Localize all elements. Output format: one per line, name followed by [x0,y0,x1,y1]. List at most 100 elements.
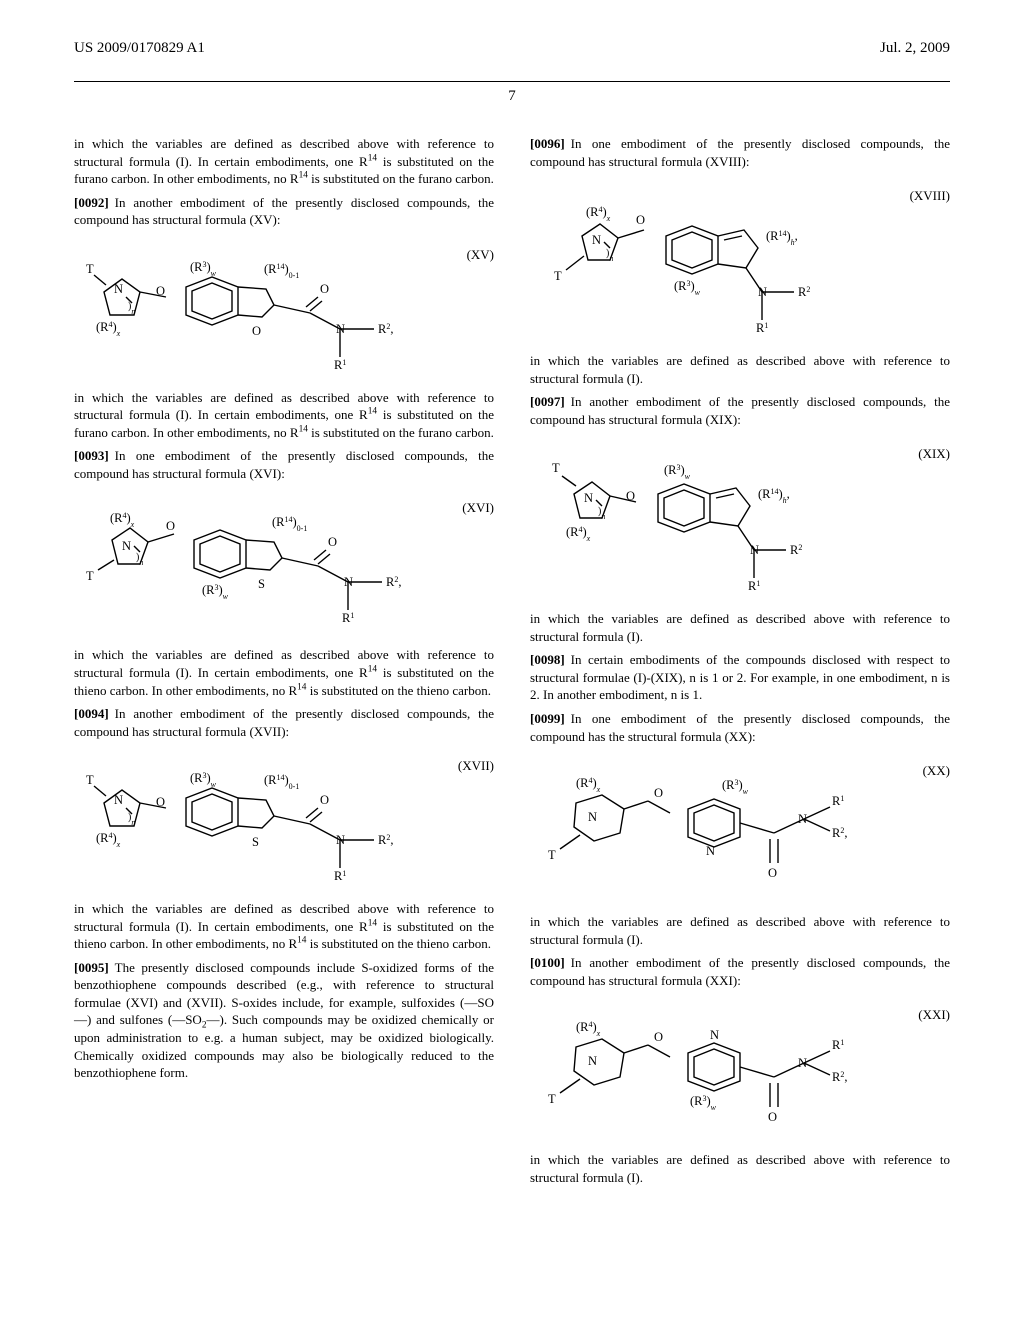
svg-text:N: N [336,833,345,847]
para-num-0093: [0093] [74,448,109,463]
svg-text:R1: R1 [748,579,760,594]
svg-text:(R3)w: (R3)w [190,259,217,277]
svg-text:N: N [750,543,759,557]
svg-text:T: T [86,262,94,276]
formula-xvii: (XVII) [74,758,494,886]
svg-text:R2: R2 [790,543,802,558]
para-num-0100: [0100] [530,955,565,970]
svg-text:(R4)x: (R4)x [576,1020,601,1038]
svg-text:N: N [114,282,123,296]
page-header: US 2009/0170829 A1 Jul. 2, 2009 [74,40,950,63]
para-num-0098: [0098] [530,652,565,667]
formula-xx: (XX) [530,763,950,899]
svg-text:(R4)x: (R4)x [586,205,611,223]
after-xxi-para: in which the variables are defined as de… [530,1151,950,1186]
formula-xv: (XV) [74,247,494,375]
svg-text:O: O [252,324,261,338]
page-number: 7 [74,88,950,105]
svg-text:N: N [122,539,131,553]
svg-text:O: O [328,535,337,549]
after-xvi-para: in which the variables are defined as de… [74,646,494,699]
svg-text:(R14)h,: (R14)h, [758,487,790,505]
svg-text:T: T [548,848,556,862]
para-text-0099: In one embodiment of the presently discl… [530,711,950,744]
svg-text:(R3)w: (R3)w [690,1094,717,1112]
after-xx-para: in which the variables are defined as de… [530,913,950,948]
svg-text:R1: R1 [334,869,346,884]
formula-xxi: (XXI) [530,1007,950,1137]
formula-xix-label: (XIX) [918,446,950,462]
after-xviii-para: in which the variables are defined as de… [530,352,950,387]
svg-text:N: N [584,491,593,505]
svg-text:(R14)0-1: (R14)0-1 [264,261,299,279]
svg-text:N: N [710,1028,719,1042]
svg-text:(R4)x: (R4)x [110,511,135,529]
svg-text:T: T [548,1092,556,1106]
formula-xvii-label: (XVII) [458,758,494,774]
svg-text:R2,: R2, [386,575,401,590]
svg-text:(R14)h,: (R14)h, [766,229,798,247]
left-column: in which the variables are defined as de… [74,135,494,1192]
svg-text:S: S [252,835,259,849]
svg-text:S: S [258,577,265,591]
svg-text:O: O [636,213,645,227]
para-text-0098: In certain embodiments of the compounds … [530,652,950,702]
columns: in which the variables are defined as de… [74,135,950,1192]
formula-xvi-svg: (R4)x N )n T O (R3)w S (R14)0-1 O N R2, … [74,510,454,632]
svg-text:T: T [554,269,562,283]
svg-text:(R3)w: (R3)w [190,771,217,789]
formula-xvi-label: (XVI) [462,500,494,516]
para-0095: [0095]The presently disclosed compounds … [74,959,494,1082]
para-text-0094: In another embodiment of the presently d… [74,706,494,739]
svg-text:O: O [654,786,663,800]
para-0093: [0093]In one embodiment of the presently… [74,447,494,482]
intro-para: in which the variables are defined as de… [74,135,494,188]
para-text-0093: In one embodiment of the presently discl… [74,448,494,481]
svg-text:(R3)w: (R3)w [202,583,229,601]
svg-text:N: N [588,1054,597,1068]
svg-text:R1: R1 [334,357,346,372]
para-text-0097: In another embodiment of the presently d… [530,394,950,427]
svg-text:N: N [592,233,601,247]
para-0097: [0097]In another embodiment of the prese… [530,393,950,428]
svg-text:R1: R1 [342,611,354,626]
doc-number: US 2009/0170829 A1 [74,40,205,57]
para-text-0096: In one embodiment of the presently discl… [530,136,950,169]
formula-xxi-svg: (R4)x N T O N (R3)w N R1 R2, O [530,1017,910,1137]
svg-text:R2: R2 [798,285,810,300]
svg-text:T: T [86,569,94,583]
svg-text:O: O [768,1110,777,1124]
para-text-0100: In another embodiment of the presently d… [530,955,950,988]
svg-text:R2,: R2, [378,321,393,336]
svg-text:(R14)0-1: (R14)0-1 [272,515,307,533]
svg-text:R1: R1 [832,1038,844,1053]
doc-date: Jul. 2, 2009 [880,40,950,57]
svg-text:T: T [552,461,560,475]
svg-text:O: O [320,793,329,807]
formula-xix-svg: T N )n (R4)x O (R3)w (R14)h, N R2 R1 [530,456,910,596]
formula-xvi: (XVI) [74,500,494,632]
para-0096: [0096]In one embodiment of the presently… [530,135,950,170]
para-num-0097: [0097] [530,394,565,409]
para-0100: [0100]In another embodiment of the prese… [530,954,950,989]
para-num-0099: [0099] [530,711,565,726]
svg-text:R2,: R2, [378,833,393,848]
after-xv-para: in which the variables are defined as de… [74,389,494,442]
svg-text:O: O [654,1030,663,1044]
svg-text:R2,: R2, [832,826,847,841]
para-text-0092: In another embodiment of the presently d… [74,195,494,228]
svg-text:N: N [344,575,353,589]
svg-text:N: N [758,285,767,299]
formula-xviii-label: (XVIII) [910,188,950,204]
para-0092: [0092]In another embodiment of the prese… [74,194,494,229]
svg-text:(R3)w: (R3)w [722,778,749,796]
svg-text:(R4)x: (R4)x [576,776,601,794]
formula-xv-svg: T N )n (R4)x O (R3)w O (R14)0-1 O N R2, … [74,257,454,375]
header-rule [74,81,950,82]
formula-xv-label: (XV) [467,247,494,263]
svg-text:O: O [156,284,165,298]
svg-text:O: O [626,489,635,503]
svg-text:O: O [320,282,329,296]
svg-text:N: N [588,810,597,824]
svg-text:O: O [156,795,165,809]
